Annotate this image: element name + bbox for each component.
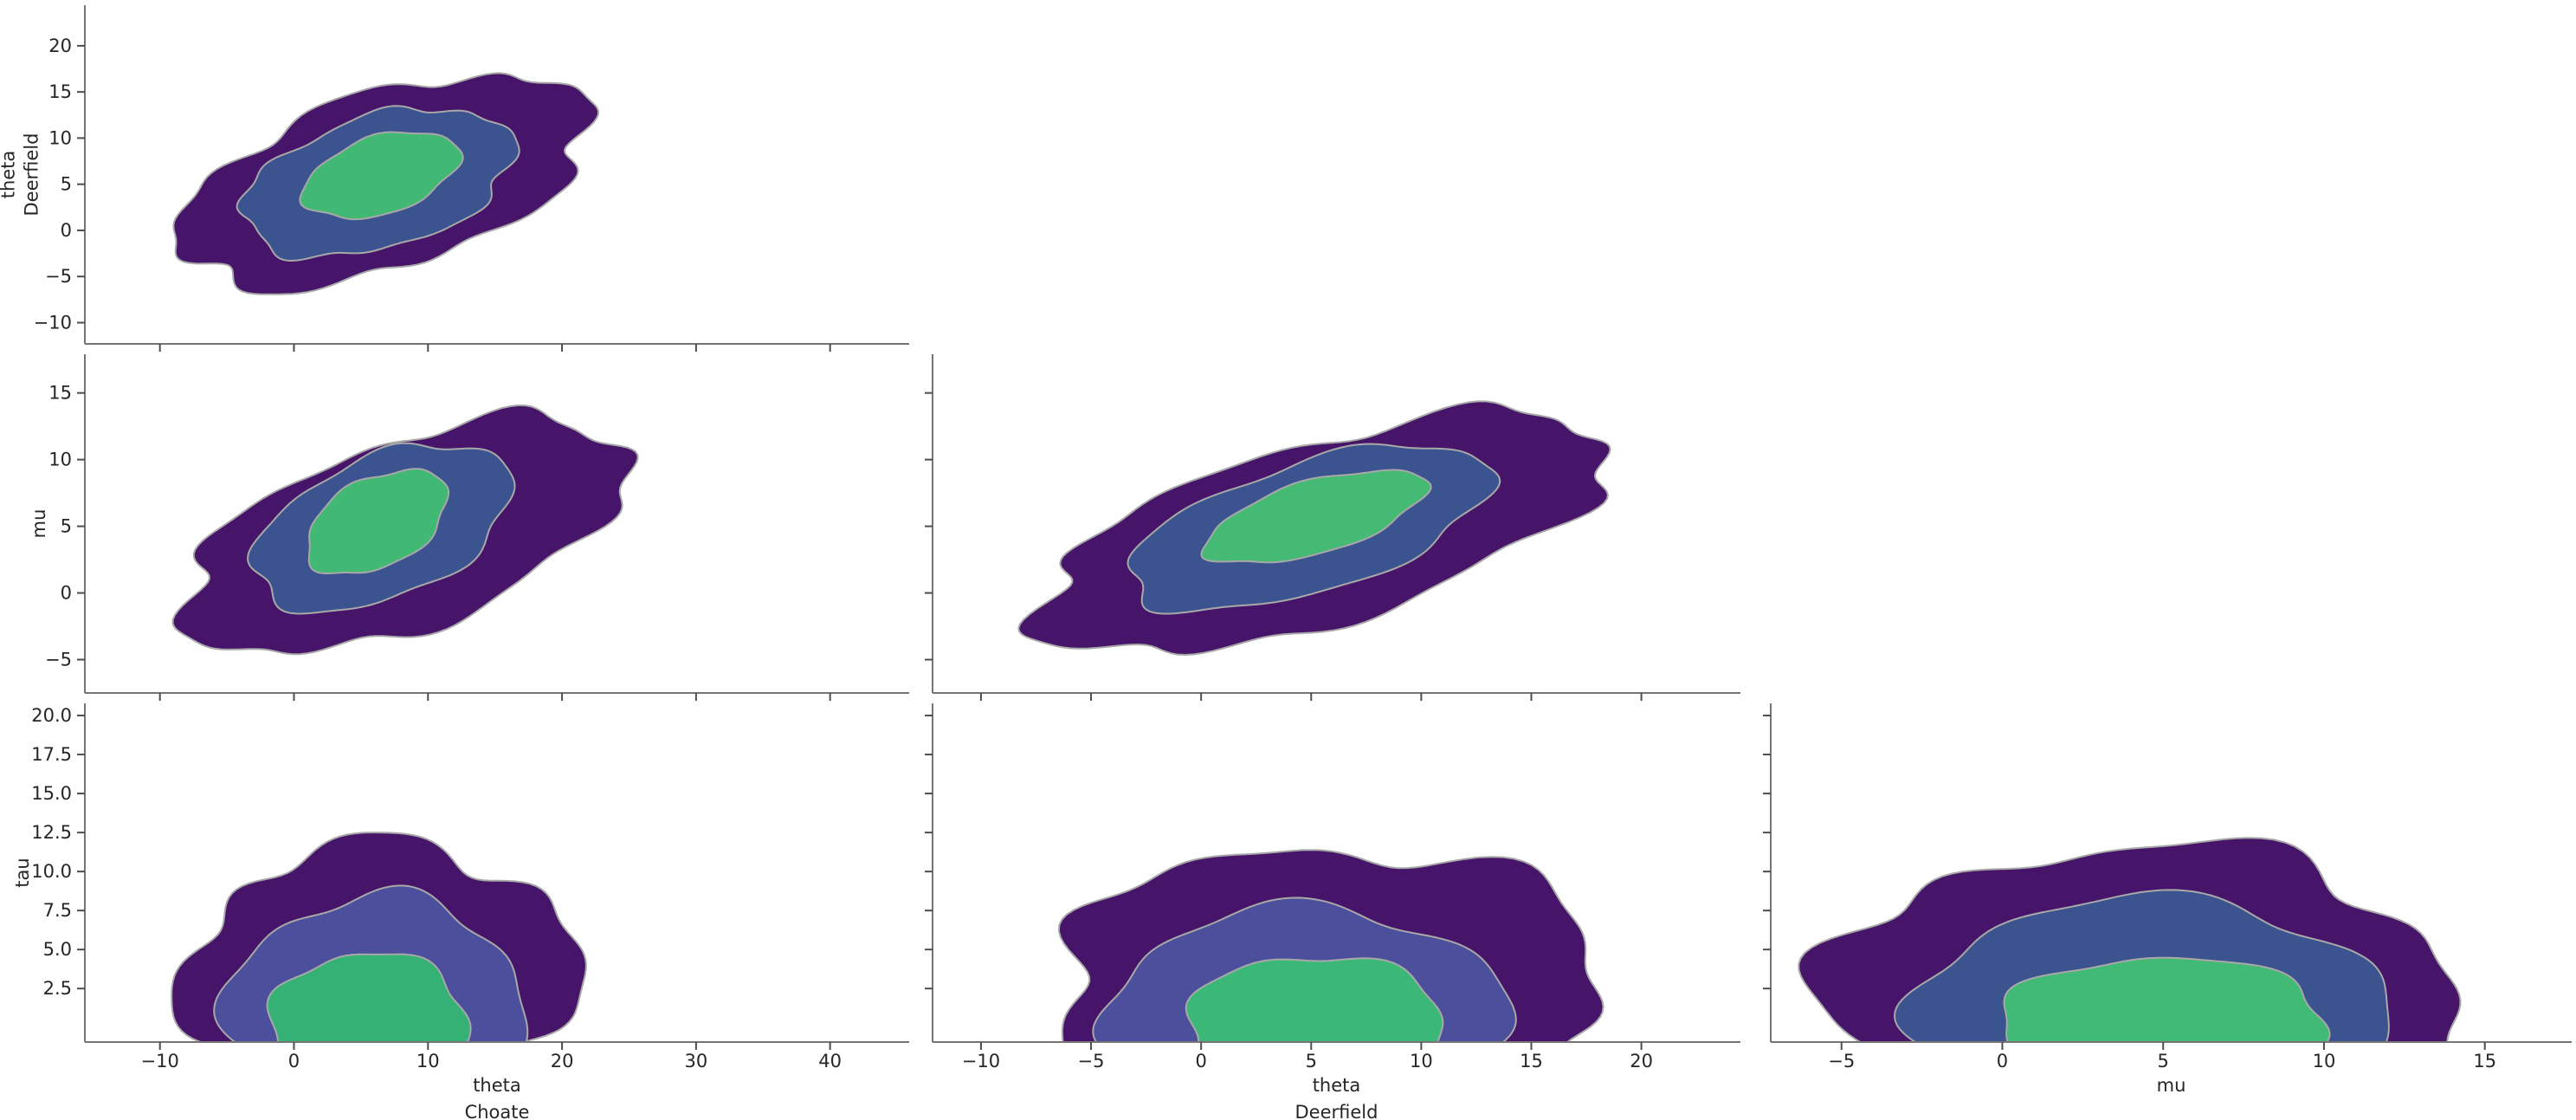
x-tick-label: 20 xyxy=(1630,1051,1653,1071)
y-axis-label-line: theta xyxy=(0,151,19,199)
kde-contours xyxy=(1798,837,2462,1042)
y-tick-label: 15 xyxy=(48,81,72,102)
x-tick-label: 5 xyxy=(2158,1051,2169,1071)
x-axis-label: theta xyxy=(1313,1075,1361,1096)
x-tick-label: −10 xyxy=(141,1051,179,1071)
y-tick-label: 7.5 xyxy=(43,900,72,921)
x-tick-label: 30 xyxy=(685,1051,708,1071)
kde-contours xyxy=(1017,400,1611,656)
y-tick-label: −5 xyxy=(45,266,72,287)
x-tick-label: −5 xyxy=(1828,1051,1855,1071)
y-tick-label: 0 xyxy=(61,583,72,604)
x-axis-label: Choate xyxy=(465,1102,530,1120)
x-tick-label: −5 xyxy=(1078,1051,1105,1071)
y-tick-label: 15.0 xyxy=(31,783,72,804)
kde-contours xyxy=(171,832,587,1042)
y-axis-label-line: tau xyxy=(12,858,33,887)
x-tick-label: 0 xyxy=(1195,1051,1206,1071)
kde-contours xyxy=(172,72,599,295)
x-tick-label: 5 xyxy=(1306,1051,1317,1071)
y-tick-label: 10.0 xyxy=(31,861,72,882)
x-tick-label: 0 xyxy=(1997,1051,2008,1071)
panel-tau-vs-theta-deerfield: −10 −5 0 5 10 15 20 theta Deerfield xyxy=(925,703,1740,1120)
kde-contours xyxy=(1057,849,1604,1042)
y-tick-label: 10 xyxy=(48,127,72,148)
y-tick-label: 20 xyxy=(48,36,72,56)
kde-contour-inner xyxy=(299,131,464,221)
x-tick-label: 10 xyxy=(1410,1051,1433,1071)
x-tick-label: 40 xyxy=(818,1051,842,1071)
x-tick-label: −10 xyxy=(962,1051,1000,1071)
y-tick-label: 15 xyxy=(48,383,72,404)
y-axis-label: mu xyxy=(29,509,49,539)
kde-contour-inner xyxy=(266,953,472,1042)
x-tick-label: 0 xyxy=(288,1051,300,1071)
kde-contours xyxy=(171,404,639,656)
y-tick-label: −5 xyxy=(45,650,72,670)
panel-mu-vs-theta-deerfield xyxy=(925,354,1740,701)
panel-theta-deerfield-vs-theta-choate: 20 15 10 5 0 −5 −10 theta Deerfield xyxy=(0,5,909,352)
x-axis-label: mu xyxy=(2157,1075,2186,1096)
x-axis-label: theta xyxy=(473,1075,521,1096)
y-axis-label: tau xyxy=(12,858,33,887)
kde-contour-inner xyxy=(1200,469,1432,564)
y-axis-label: theta Deerfield xyxy=(0,133,42,217)
x-tick-label: 20 xyxy=(551,1051,574,1071)
x-axis-label: Deerfield xyxy=(1295,1102,1378,1120)
kde-contour-inner xyxy=(2003,956,2331,1042)
y-tick-label: −10 xyxy=(34,312,72,333)
y-tick-label: 20.0 xyxy=(31,705,72,726)
y-tick-label: 5 xyxy=(61,174,72,195)
kde-contour-inner xyxy=(307,468,450,574)
y-tick-label: 10 xyxy=(48,450,72,470)
y-tick-label: 12.5 xyxy=(31,822,72,843)
y-tick-label: 5.0 xyxy=(43,939,72,960)
x-tick-label: 15 xyxy=(1520,1051,1543,1071)
panel-mu-vs-theta-choate: 15 10 5 0 −5 mu xyxy=(29,354,909,701)
panel-tau-vs-mu: −5 0 5 10 15 mu xyxy=(1763,703,2572,1096)
kde-contour-inner xyxy=(1185,957,1444,1042)
y-tick-label: 2.5 xyxy=(43,978,72,999)
y-axis-label-line: mu xyxy=(29,509,49,539)
y-tick-label: 0 xyxy=(61,220,72,241)
x-tick-label: 10 xyxy=(2313,1051,2336,1071)
y-tick-label: 5 xyxy=(61,516,72,537)
panel-tau-vs-theta-choate: −10 0 10 20 30 40 20.0 17.5 15.0 12.5 10.0 7.5 5.0 2.… xyxy=(12,703,909,1120)
y-axis-label-line: Deerfield xyxy=(22,133,42,217)
x-tick-label: 15 xyxy=(2473,1051,2496,1071)
y-tick-label: 17.5 xyxy=(31,744,72,765)
x-tick-label: 10 xyxy=(416,1051,440,1071)
